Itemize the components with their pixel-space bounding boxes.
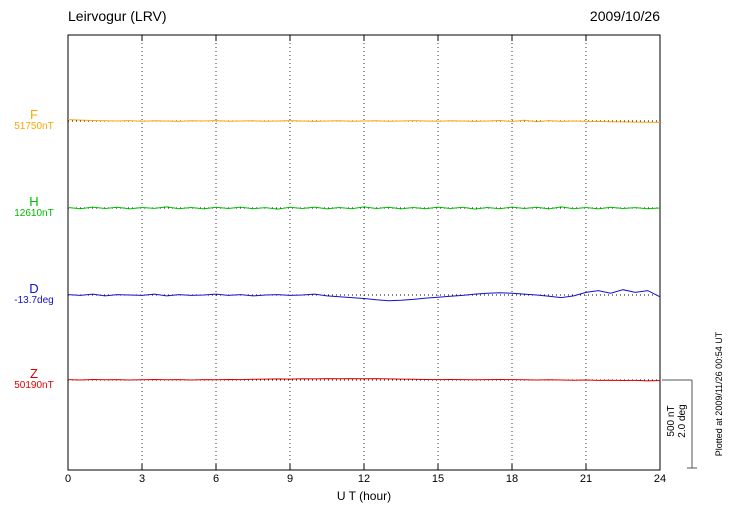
trace-D <box>67 289 661 302</box>
series-letter: H <box>29 194 39 209</box>
series-label-D: D -13.7deg <box>4 282 64 307</box>
series-letter: F <box>30 107 38 122</box>
scale-nt-label: 500 nT <box>666 405 677 437</box>
series-baseline-value: 51750nT <box>14 121 54 132</box>
scale-deg-label: 2.0 deg <box>677 404 688 438</box>
plot-date: 2009/10/26 <box>589 8 660 24</box>
x-tick-label: 15 <box>431 473 445 485</box>
series-label-Z: Z 50190nT <box>4 367 64 392</box>
x-tick-label: 21 <box>579 473 593 485</box>
plot-timestamp-note: Plotted at 2009/11/26 00:54 UT <box>714 331 724 457</box>
trace-H <box>67 206 661 210</box>
series-letter: D <box>29 281 39 296</box>
trace-F <box>67 119 661 123</box>
series-baseline-value: 50190nT <box>14 380 54 391</box>
x-tick-label: 24 <box>653 473 667 485</box>
x-tick-label: 0 <box>64 473 72 485</box>
series-label-F: F 51750nT <box>4 108 64 133</box>
scale-bar-labels: 500 nT 2.0 deg <box>666 391 688 451</box>
trace-Z <box>67 378 661 382</box>
x-tick-label: 9 <box>286 473 294 485</box>
x-tick-label: 12 <box>357 473 371 485</box>
x-tick-label: 3 <box>138 473 146 485</box>
x-tick-label: 18 <box>505 473 519 485</box>
station-title: Leirvogur (LRV) <box>68 8 167 24</box>
series-letter: Z <box>30 366 38 381</box>
series-baseline-value: 12610nT <box>14 208 54 219</box>
x-tick-label: 6 <box>212 473 220 485</box>
series-baseline-value: -13.7deg <box>14 295 54 306</box>
x-axis-label: U T (hour) <box>336 489 392 503</box>
series-label-H: H 12610nT <box>4 195 64 220</box>
plot-frame <box>67 34 661 471</box>
